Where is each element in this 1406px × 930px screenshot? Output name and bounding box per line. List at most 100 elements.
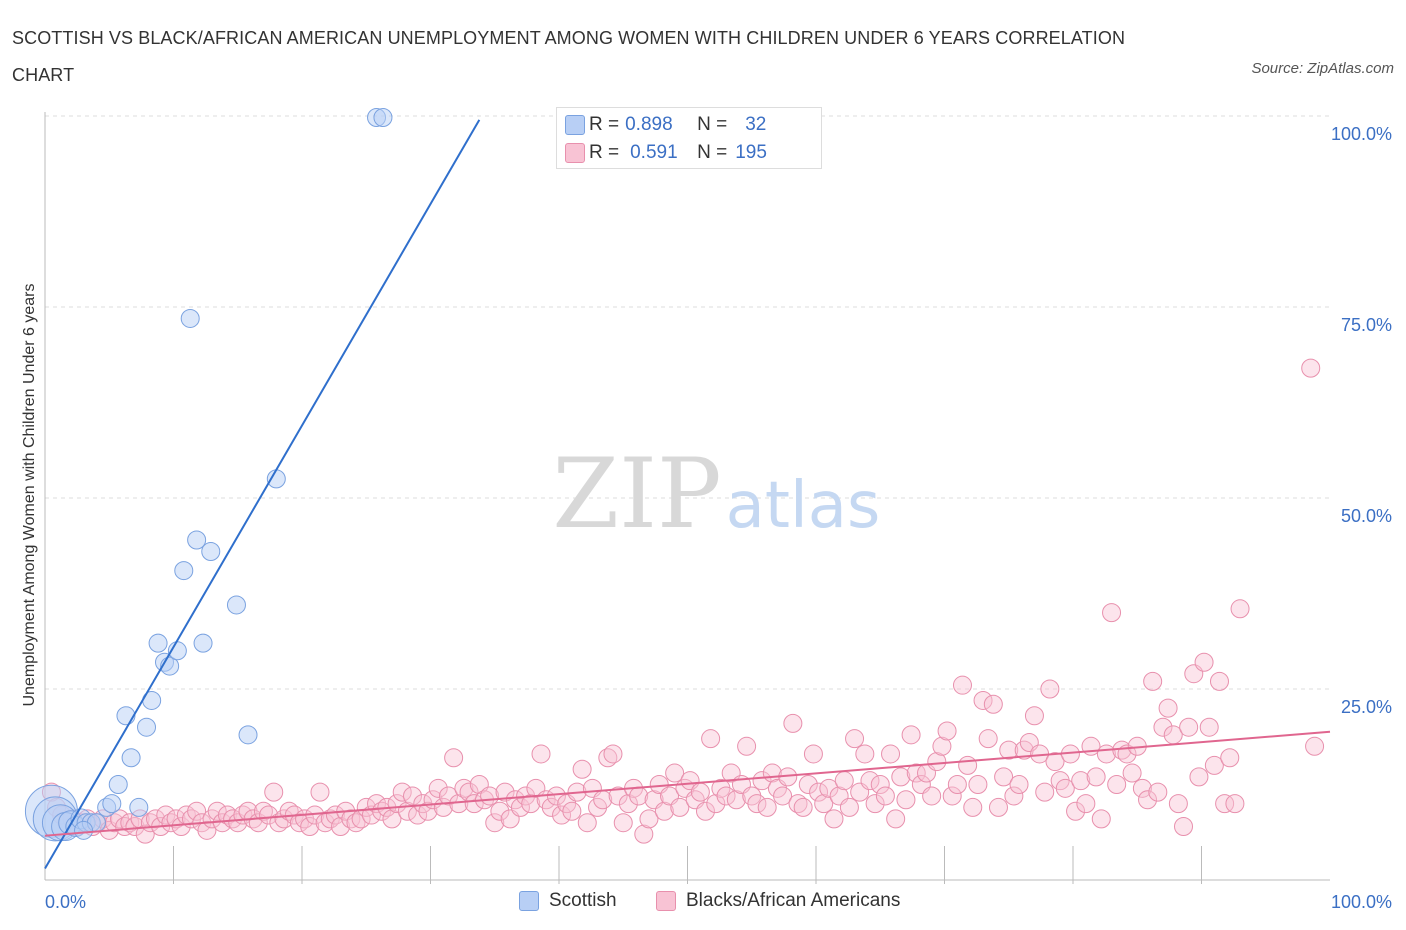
black-point (1174, 817, 1194, 837)
black-point (1107, 775, 1127, 794)
black-point (881, 744, 901, 764)
black-point (1122, 763, 1142, 783)
bottom-legend-label-black: Blacks/African Americans (686, 890, 901, 911)
watermark-zip: ZIP (552, 438, 721, 550)
black-point (613, 813, 633, 833)
black-point (1209, 671, 1229, 691)
black-point (1230, 599, 1250, 619)
black-point (875, 786, 895, 806)
black-point (264, 782, 284, 802)
black-point (1225, 794, 1245, 814)
black-point (485, 813, 505, 833)
black-point (120, 813, 140, 833)
black-point (947, 775, 967, 794)
black-point (896, 790, 916, 810)
black-point (1138, 790, 1158, 810)
scottish-point (201, 541, 221, 561)
black-point (171, 817, 191, 837)
scottish-point (226, 595, 246, 615)
black-point (392, 782, 412, 802)
scottish-point (187, 530, 207, 550)
black-point (1220, 748, 1240, 768)
black-point (783, 713, 803, 733)
bottom-legend-label-scottish: Scottish (549, 890, 617, 911)
black-point (207, 801, 227, 821)
black-point (803, 744, 823, 764)
black-point (562, 801, 582, 821)
black-point (809, 782, 829, 802)
black-point (654, 801, 674, 821)
legend-n-value: 32 (745, 114, 767, 135)
black-point (757, 797, 777, 817)
scottish-point (102, 794, 122, 814)
black-point (289, 813, 309, 833)
black-point (819, 778, 839, 798)
black-point (1204, 755, 1224, 775)
black-point (598, 748, 618, 768)
black-point (1102, 603, 1122, 623)
black-point (341, 809, 361, 829)
black-point (665, 763, 685, 783)
black-point (906, 763, 926, 783)
black-point (634, 824, 654, 844)
black-point (839, 797, 859, 817)
black-point (891, 767, 911, 787)
scottish-point (116, 706, 136, 726)
black-point (161, 813, 181, 833)
black-point (444, 748, 464, 768)
y-tick-label-3: 25.0% (1341, 697, 1392, 717)
black-point (1004, 786, 1024, 806)
black-point (1132, 778, 1152, 798)
legend-r-label: R = (589, 114, 620, 135)
black-point (773, 786, 793, 806)
black-point (331, 817, 351, 837)
black-point (932, 736, 952, 756)
black-point (999, 740, 1019, 760)
scottish-point (193, 633, 213, 653)
black-point (1066, 801, 1086, 821)
black-point (1194, 652, 1214, 672)
black-point (845, 729, 865, 749)
black-point (1055, 778, 1075, 798)
black-point (994, 767, 1014, 787)
black-point (737, 736, 757, 756)
legend-n-label: N = (697, 114, 728, 135)
series-scottish-points (24, 108, 583, 842)
black-point (217, 805, 237, 825)
black-point (135, 824, 155, 844)
bottom-legend-swatch-black (656, 891, 676, 911)
trend-line-scottish (44, 119, 481, 870)
x-tick-label-start: 0.0% (45, 892, 86, 912)
axes (44, 112, 1330, 884)
black-point (942, 786, 962, 806)
black-point (988, 797, 1008, 817)
black-point (253, 801, 273, 821)
black-point (325, 805, 345, 825)
scottish-point (137, 717, 157, 737)
black-point (860, 771, 880, 791)
black-point (300, 817, 320, 837)
black-point (716, 786, 736, 806)
bottom-legend-scottish: Scottish (519, 888, 617, 914)
black-point (495, 782, 515, 802)
black-point (608, 786, 628, 806)
black-point (320, 809, 340, 829)
correlation-legend: R = 0.898 N = 32 R = 0.591 N = 195 (556, 107, 822, 169)
watermark: ZIP atlas (552, 438, 880, 550)
black-point (870, 775, 890, 794)
black-point (115, 817, 135, 837)
black-point (922, 786, 942, 806)
black-point (834, 771, 854, 791)
black-point (1076, 794, 1096, 814)
black-point (1091, 809, 1111, 829)
black-point (454, 778, 474, 798)
black-point (927, 752, 947, 772)
trend-line-black (44, 730, 1331, 837)
black-point (865, 794, 885, 814)
black-point (1179, 717, 1199, 737)
black-point (793, 797, 813, 817)
black-point (788, 794, 808, 814)
black-point (973, 690, 993, 710)
scottish-point (238, 725, 258, 745)
black-point (1158, 698, 1178, 718)
